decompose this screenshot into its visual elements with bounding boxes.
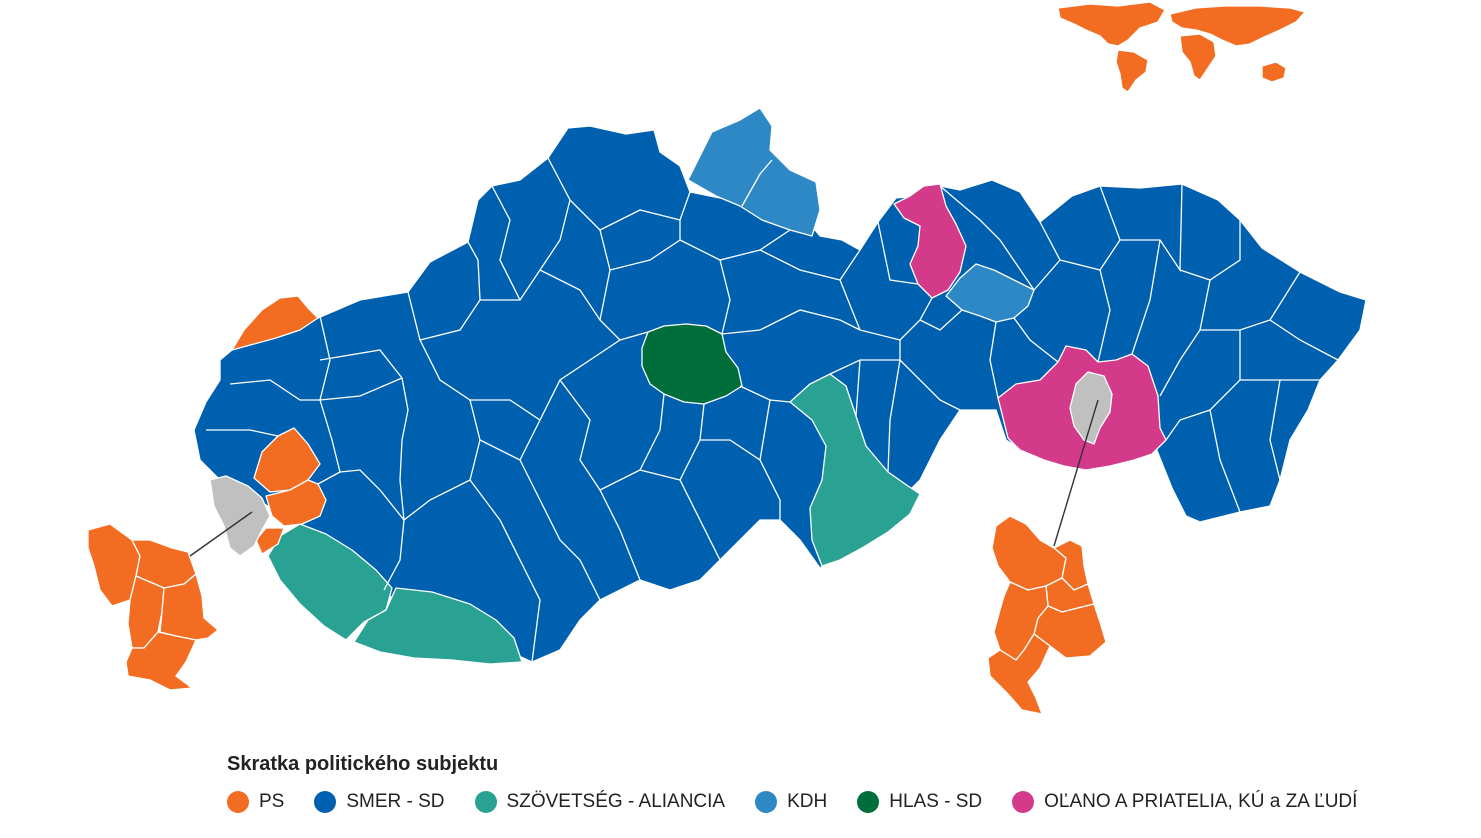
world-inset-map xyxy=(1057,1,1306,93)
district-boundaries xyxy=(206,157,1339,663)
inset-ke-district-1[interactable] xyxy=(991,515,1067,591)
legend-dot-icon xyxy=(755,791,778,813)
map-legend: Skratka politického subjektu PS SMER - S… xyxy=(227,752,1467,814)
district-grey-kosice[interactable] xyxy=(1069,371,1113,445)
legend-items: PS SMER - SD SZÖVETSÉG - ALIANCIA KDH HL… xyxy=(227,790,1467,814)
legend-item-hlas-sd[interactable]: HLAS - SD xyxy=(857,790,982,814)
legend-label-szovetseg: SZÖVETSÉG - ALIANCIA xyxy=(506,791,726,812)
district-ps-west-3[interactable] xyxy=(255,527,285,555)
legend-label-kdh: KDH xyxy=(787,791,828,812)
legend-label-smer-sd: SMER - SD xyxy=(346,791,445,812)
district-ps-west-2[interactable] xyxy=(265,479,327,527)
legend-dot-icon xyxy=(474,791,497,813)
world-north-america[interactable] xyxy=(1057,1,1166,47)
inset-ba-leader-line xyxy=(189,511,253,557)
district-kdh-east[interactable] xyxy=(945,263,1035,323)
legend-item-kdh[interactable]: KDH xyxy=(755,790,827,814)
legend-label-hlas-sd: HLAS - SD xyxy=(889,791,983,812)
district-szovetseg-south[interactable] xyxy=(353,587,523,665)
inset-kosice xyxy=(987,399,1107,715)
legend-item-szovetseg[interactable]: SZÖVETSÉG - ALIANCIA xyxy=(474,790,726,814)
district-olano-north[interactable] xyxy=(893,183,967,299)
legend-dot-icon xyxy=(314,791,337,813)
legend-label-ps: PS xyxy=(259,791,285,812)
district-ps-west-1[interactable] xyxy=(253,427,321,493)
legend-dot-icon xyxy=(227,791,249,813)
district-szovetseg-central[interactable] xyxy=(789,373,921,567)
inset-ke-district-6[interactable] xyxy=(987,633,1051,715)
world-australia[interactable] xyxy=(1261,61,1287,83)
district-region-smer-main[interactable] xyxy=(193,125,1367,663)
world-south-america[interactable] xyxy=(1115,49,1149,93)
world-eurasia[interactable] xyxy=(1169,5,1306,47)
inset-ba-district-4[interactable] xyxy=(159,573,219,641)
district-hlas-central[interactable] xyxy=(641,323,743,405)
legend-item-olano[interactable]: OĽANO A PRIATELIA, KÚ a ZA ĽUDÍ xyxy=(1012,790,1357,814)
slovakia-districts xyxy=(193,107,1367,665)
inset-ba-district-3[interactable] xyxy=(127,575,165,649)
legend-item-smer-sd[interactable]: SMER - SD xyxy=(314,790,445,814)
legend-item-ps[interactable]: PS xyxy=(227,790,284,814)
legend-dot-icon xyxy=(1012,791,1035,813)
legend-title: Skratka politického subjektu xyxy=(227,753,499,775)
world-africa[interactable] xyxy=(1179,33,1217,81)
legend-label-olano: OĽANO A PRIATELIA, KÚ a ZA ĽUDÍ xyxy=(1044,791,1358,812)
inset-ba-district-5[interactable] xyxy=(125,631,197,691)
inset-bratislava xyxy=(87,511,253,691)
district-szovetseg-southwest[interactable] xyxy=(267,523,393,641)
district-grey-bratislava[interactable] xyxy=(209,475,271,557)
inset-ke-leader-line xyxy=(1053,399,1099,547)
district-kdh-north[interactable] xyxy=(687,107,821,237)
district-ps-northwest[interactable] xyxy=(231,295,319,351)
legend-dot-icon xyxy=(857,791,880,813)
